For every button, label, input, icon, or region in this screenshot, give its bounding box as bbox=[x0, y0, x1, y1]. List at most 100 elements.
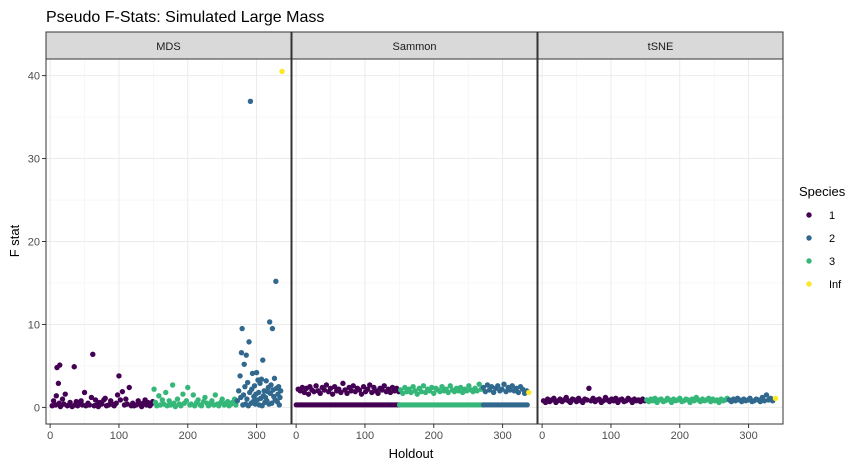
facet-panel-sammon: Sammon 0 100 200 300 bbox=[291, 31, 538, 442]
data-point-species-2 bbox=[507, 387, 513, 393]
data-point-species-3 bbox=[418, 388, 425, 395]
data-point-species-2 bbox=[249, 370, 256, 377]
data-point-species-1 bbox=[369, 389, 375, 396]
data-point-species-1 bbox=[311, 388, 317, 395]
data-point-species-2 bbox=[484, 382, 491, 388]
legend-item-3: 3 bbox=[806, 256, 835, 268]
data-point-species-3 bbox=[180, 391, 186, 397]
data-point-species-1 bbox=[78, 398, 84, 404]
legend-label: 2 bbox=[829, 233, 835, 245]
data-point-species-3 bbox=[429, 384, 435, 391]
data-point-species-3 bbox=[174, 396, 181, 402]
data-point-species-2 bbox=[275, 383, 282, 390]
y-axis-title: F stat bbox=[7, 224, 22, 257]
data-point-species-3 bbox=[172, 403, 179, 410]
legend-label: 3 bbox=[829, 256, 835, 268]
data-point-species-1 bbox=[313, 383, 319, 389]
data-point-species-3 bbox=[151, 386, 157, 392]
data-point-species-3 bbox=[190, 392, 196, 398]
legend-label: Inf bbox=[829, 279, 842, 291]
data-point-species-1 bbox=[102, 395, 108, 401]
data-point-species-3 bbox=[198, 403, 205, 409]
panel-border bbox=[291, 58, 538, 425]
y-tick-label: 20 bbox=[28, 237, 40, 249]
data-point-species-3 bbox=[410, 383, 416, 390]
data-point-species-1 bbox=[356, 387, 363, 393]
legend-item-inf: Inf bbox=[806, 279, 842, 291]
data-point-species-3 bbox=[447, 383, 453, 389]
data-point-species-1 bbox=[387, 389, 394, 396]
data-point-species-3 bbox=[166, 398, 172, 404]
data-point-species-3 bbox=[420, 383, 427, 389]
legend-key-dot bbox=[806, 258, 812, 264]
data-point-species-1 bbox=[124, 401, 130, 407]
data-point-species-inf bbox=[279, 68, 285, 75]
data-point-species-inf bbox=[526, 389, 532, 396]
data-point-species-2 bbox=[763, 392, 770, 398]
data-point-species-1 bbox=[323, 382, 330, 388]
data-point-species-2 bbox=[761, 398, 768, 404]
data-point-species-1 bbox=[99, 401, 105, 407]
data-point-species-1 bbox=[379, 387, 385, 393]
data-point-species-2 bbox=[269, 325, 276, 332]
data-point-species-2 bbox=[495, 383, 501, 389]
data-point-species-1 bbox=[338, 389, 344, 396]
data-point-species-2 bbox=[244, 396, 250, 402]
data-point-species-1 bbox=[331, 383, 338, 390]
x-tick-label: 0 bbox=[293, 430, 299, 442]
data-point-species-2 bbox=[515, 389, 522, 396]
data-point-species-2 bbox=[276, 402, 282, 408]
data-point-species-1 bbox=[92, 397, 99, 403]
data-point-species-2 bbox=[237, 373, 243, 379]
data-point-species-1 bbox=[348, 388, 354, 394]
data-point-species-1 bbox=[53, 393, 60, 399]
data-point-species-3 bbox=[457, 384, 464, 391]
legend-key-dot bbox=[806, 281, 812, 287]
data-point-species-1 bbox=[90, 351, 96, 358]
data-point-species-1 bbox=[113, 400, 119, 406]
x-tick-label: 100 bbox=[356, 430, 374, 442]
data-point-species-3 bbox=[400, 390, 406, 397]
data-point-species-3 bbox=[195, 397, 201, 403]
y-tick-label: 40 bbox=[28, 71, 40, 83]
data-point-species-2 bbox=[253, 369, 260, 376]
x-tick-label: 300 bbox=[247, 430, 265, 442]
data-point-species-2 bbox=[480, 384, 487, 391]
data-point-species-2 bbox=[257, 380, 263, 387]
data-point-species-2 bbox=[490, 389, 497, 396]
data-point-species-2 bbox=[241, 361, 247, 367]
data-point-species-3 bbox=[466, 383, 472, 389]
data-point-species-2 bbox=[246, 339, 252, 345]
y-tick-label: 0 bbox=[34, 402, 40, 414]
data-point-species-1 bbox=[340, 380, 346, 387]
data-point-species-1 bbox=[71, 364, 77, 370]
data-point-species-2 bbox=[269, 400, 275, 406]
data-point-species-2 bbox=[499, 386, 505, 392]
data-point-species-2 bbox=[255, 389, 262, 396]
facet-panel-mds: MDS 0 100 200 300 0 10 20 30 40 bbox=[28, 31, 292, 442]
data-point-species-3 bbox=[163, 389, 169, 396]
data-point-species-2 bbox=[277, 388, 284, 394]
legend-key-dot bbox=[806, 235, 812, 241]
data-point-species-2 bbox=[273, 278, 279, 285]
data-point-species-2 bbox=[258, 376, 265, 382]
x-tick-label: 0 bbox=[47, 430, 53, 442]
data-point-species-2 bbox=[234, 398, 241, 404]
legend-item-1: 1 bbox=[806, 210, 835, 222]
data-point-species-1 bbox=[584, 397, 590, 403]
data-point-species-1 bbox=[114, 392, 121, 398]
data-point-species-3 bbox=[437, 388, 443, 395]
data-point-species-1 bbox=[301, 389, 308, 396]
data-point-species-3 bbox=[408, 389, 414, 396]
facet-panel-tsne: tSNE 0 100 200 300 bbox=[537, 31, 784, 442]
x-tick-label: 200 bbox=[425, 430, 443, 442]
data-point-species-1 bbox=[86, 402, 93, 408]
y-tick-label: 10 bbox=[28, 319, 40, 331]
data-point-species-2 bbox=[238, 349, 245, 356]
data-point-species-2 bbox=[251, 383, 258, 389]
data-point-species-1 bbox=[126, 384, 132, 391]
data-point-species-2 bbox=[501, 381, 507, 387]
data-point-species-2 bbox=[242, 383, 248, 390]
data-point-species-3 bbox=[156, 393, 162, 399]
